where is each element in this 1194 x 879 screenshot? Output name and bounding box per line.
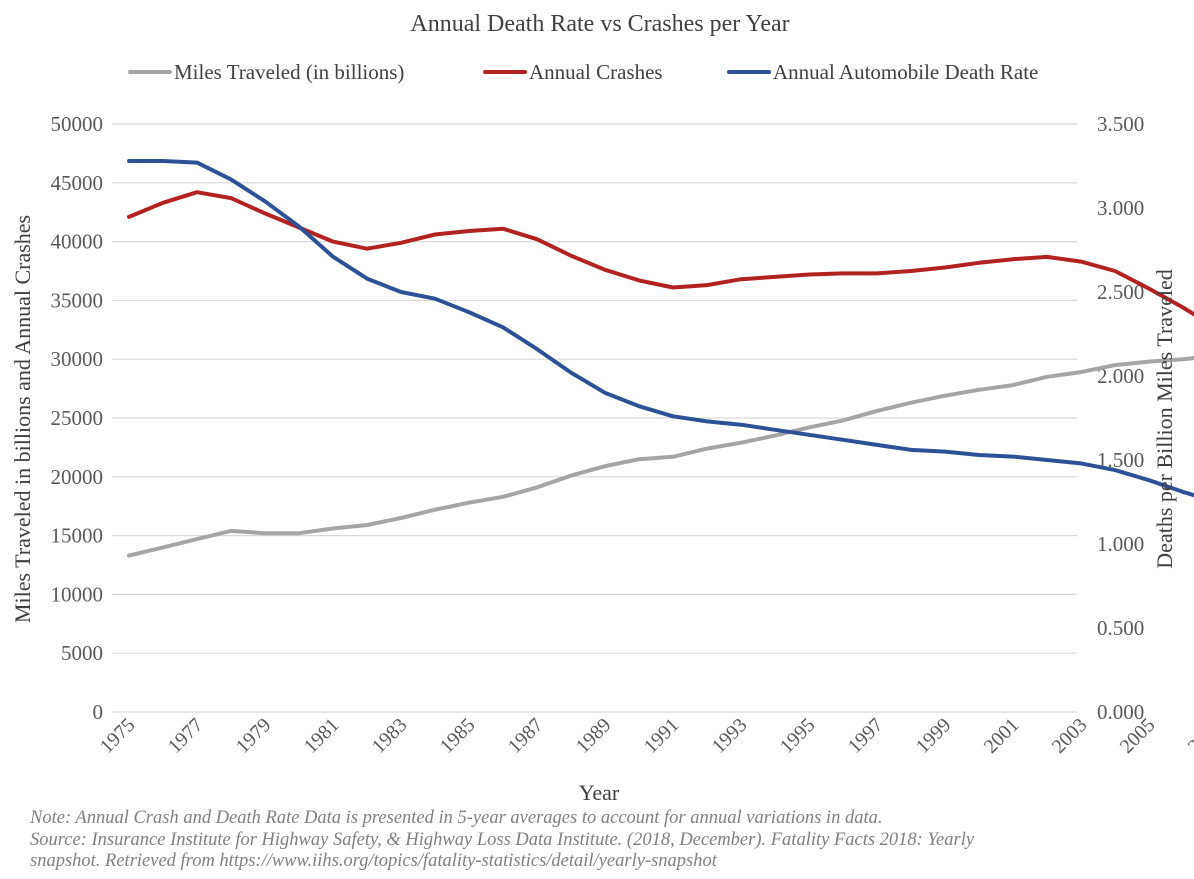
left-axis-ticks: 0 5000 10000 15000 20000 25000 30000 35000 40000… bbox=[51, 112, 104, 724]
series-line-1 bbox=[127, 190, 1194, 317]
x-tick-label: 1985 bbox=[436, 714, 480, 758]
x-tick-label: 1979 bbox=[232, 714, 276, 758]
x-tick-label: 2007 bbox=[1184, 714, 1194, 758]
x-tick-label: 1991 bbox=[640, 714, 684, 758]
series-line-0 bbox=[127, 356, 1194, 558]
left-tick-label: 50000 bbox=[51, 112, 104, 136]
left-tick-label: 25000 bbox=[51, 406, 104, 430]
right-tick-label: 0.000 bbox=[1097, 700, 1144, 724]
x-axis-label: Year bbox=[579, 780, 620, 805]
legend-label: Miles Traveled (in billions) bbox=[174, 60, 404, 84]
x-tick-label: 1989 bbox=[572, 714, 616, 758]
left-tick-label: 5000 bbox=[61, 641, 103, 665]
x-tick-label: 2003 bbox=[1048, 714, 1092, 758]
x-tick-label: 1993 bbox=[708, 714, 752, 758]
right-tick-label: 3.000 bbox=[1097, 196, 1144, 220]
right-tick-label: 1.000 bbox=[1097, 532, 1144, 556]
left-tick-label: 0 bbox=[93, 700, 104, 724]
left-tick-label: 15000 bbox=[51, 524, 104, 548]
x-tick-label: 1981 bbox=[300, 714, 344, 758]
left-tick-label: 35000 bbox=[51, 288, 104, 312]
legend-label: Annual Crashes bbox=[529, 60, 663, 84]
source-note: Note: Annual Crash and Death Rate Data i… bbox=[30, 808, 1180, 873]
x-tick-label: 1999 bbox=[912, 714, 956, 758]
left-tick-label: 10000 bbox=[51, 582, 104, 606]
left-tick-label: 45000 bbox=[51, 171, 104, 195]
note-line-1: Note: Annual Crash and Death Rate Data i… bbox=[30, 808, 883, 828]
left-tick-label: 30000 bbox=[51, 347, 104, 371]
right-axis-label: Deaths per Billion Miles Traveled bbox=[1152, 269, 1177, 568]
left-tick-label: 20000 bbox=[51, 465, 104, 489]
legend-label: Annual Automobile Death Rate bbox=[773, 60, 1038, 84]
right-tick-label: 3.500 bbox=[1097, 112, 1144, 136]
series-lines bbox=[127, 159, 1194, 558]
note-line-3: snapshot. Retrieved from https://www.iih… bbox=[30, 851, 717, 871]
legend: Miles Traveled (in billions) Annual Crash… bbox=[128, 60, 1038, 84]
x-tick-label: 1997 bbox=[844, 714, 888, 758]
x-tick-label: 1983 bbox=[368, 714, 412, 758]
series-line-2 bbox=[127, 159, 1194, 498]
chart-title: Annual Death Rate vs Crashes per Year bbox=[410, 11, 789, 37]
left-axis-label: Miles Traveled in billions and Annual Cr… bbox=[10, 215, 35, 623]
gridlines bbox=[112, 123, 1077, 713]
x-tick-label: 1987 bbox=[504, 714, 548, 758]
right-tick-label: 0.500 bbox=[1097, 616, 1144, 640]
note-line-2: Source: Insurance Institute for Highway … bbox=[30, 829, 975, 850]
x-tick-label: 1995 bbox=[776, 714, 820, 758]
x-tick-label: 2001 bbox=[980, 714, 1024, 758]
x-tick-label: 1977 bbox=[164, 714, 208, 758]
left-tick-label: 40000 bbox=[51, 230, 104, 254]
x-axis-ticks: 1975 1977 1979 1981 1983 1985 1987 1989 1991 1993… bbox=[96, 714, 1194, 758]
